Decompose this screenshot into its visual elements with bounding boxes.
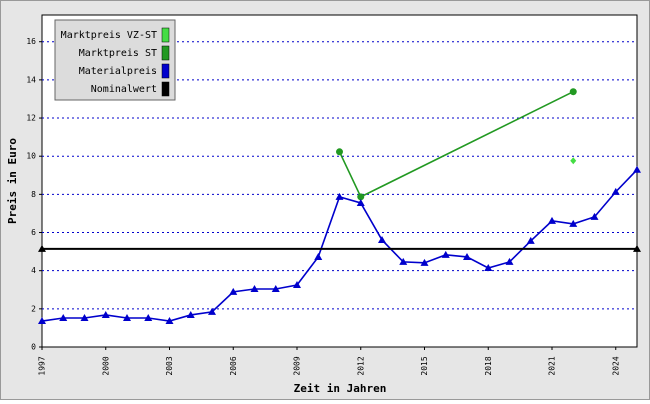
x-tick-label: 2024 xyxy=(611,356,620,375)
y-tick-label: 2 xyxy=(31,304,36,313)
legend-swatch xyxy=(161,45,170,61)
point xyxy=(293,280,301,288)
y-tick-label: 16 xyxy=(26,37,36,46)
point xyxy=(38,317,46,325)
x-tick-label: 2012 xyxy=(356,356,365,375)
y-axis-title: Preis in Euro xyxy=(6,138,19,224)
point xyxy=(569,88,577,96)
x-tick-label: 2009 xyxy=(293,356,302,375)
y-tick-label: 8 xyxy=(31,190,36,199)
grid: 0 2 4 6 8 10 12 14 16 1997 2000 2003 2006 2009 2012 201… xyxy=(26,37,637,376)
x-tick-label: 2018 xyxy=(484,356,493,375)
x-axis-title: Zeit in Jahren xyxy=(294,382,387,395)
point xyxy=(335,192,344,200)
point xyxy=(38,244,46,252)
point xyxy=(633,165,641,173)
point xyxy=(633,244,641,252)
point xyxy=(526,236,535,244)
point xyxy=(570,157,577,165)
point xyxy=(229,287,238,295)
legend-swatch xyxy=(161,63,170,79)
y-tick-label: 0 xyxy=(31,343,36,352)
legend-label: Marktpreis ST xyxy=(79,48,157,59)
marks xyxy=(38,88,641,325)
point xyxy=(420,258,429,266)
x-tick-label: 2015 xyxy=(420,356,429,375)
point xyxy=(144,313,153,321)
point xyxy=(101,310,110,318)
point xyxy=(165,317,174,325)
point xyxy=(378,235,386,243)
x-tick-label: 2006 xyxy=(229,356,238,375)
point xyxy=(123,313,131,321)
point xyxy=(441,250,450,258)
point xyxy=(250,284,259,292)
point xyxy=(505,257,514,265)
x-tick-label: 1997 xyxy=(38,356,47,375)
point xyxy=(590,212,599,220)
point xyxy=(484,264,493,272)
point xyxy=(186,310,195,318)
y-tick-label: 4 xyxy=(31,266,36,275)
point xyxy=(357,193,365,201)
point xyxy=(271,284,280,292)
point xyxy=(208,307,216,315)
legend-box xyxy=(54,19,176,101)
legend-label: Nominalwert xyxy=(91,84,157,95)
legend-swatch xyxy=(161,27,170,43)
y-tick-label: 14 xyxy=(26,75,36,84)
point xyxy=(463,252,471,260)
x-tick-label: 2021 xyxy=(548,356,557,375)
legend: Marktpreis VZ-ST Marktpreis ST Materialpre… xyxy=(54,19,176,101)
point xyxy=(569,219,578,227)
point xyxy=(314,252,323,260)
point xyxy=(336,148,343,156)
x-tick-label: 2000 xyxy=(101,356,110,375)
point xyxy=(80,313,89,321)
y-tick-label: 10 xyxy=(26,152,36,161)
legend-label: Marktpreis VZ-ST xyxy=(61,30,157,41)
x-tick-label: 2003 xyxy=(165,356,174,375)
y-tick-label: 6 xyxy=(31,228,36,237)
point xyxy=(356,198,365,206)
legend-swatch xyxy=(161,81,170,97)
point xyxy=(548,216,556,224)
legend-label: Materialpreis xyxy=(79,66,157,77)
point xyxy=(611,187,620,195)
y-tick-label: 12 xyxy=(26,114,36,123)
point xyxy=(59,313,68,321)
point xyxy=(399,257,408,265)
